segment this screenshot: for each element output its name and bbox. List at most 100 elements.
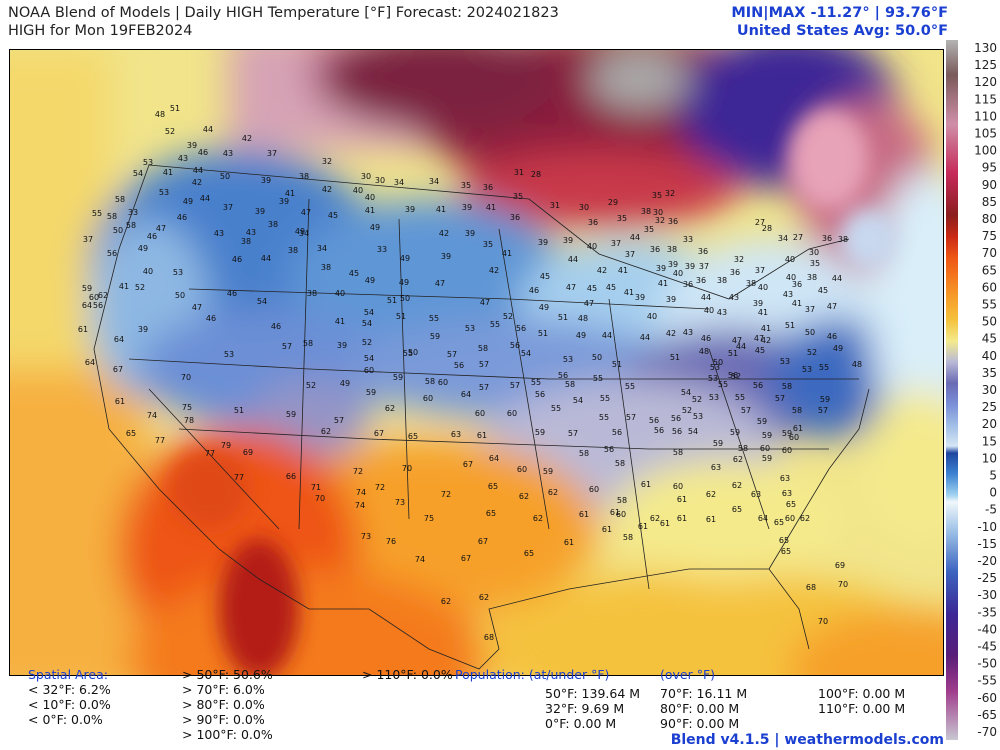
temp-label: 34 <box>429 177 439 186</box>
temp-label: 44 <box>640 333 650 342</box>
temp-label: 55 <box>429 314 439 323</box>
temp-label: 28 <box>762 224 772 233</box>
temp-label: 50 <box>592 353 602 362</box>
colorbar-tick-label: 120 <box>974 75 997 89</box>
temp-label: 39 <box>685 262 695 271</box>
temp-label: 70 <box>181 373 191 382</box>
temp-label: 43 <box>717 308 727 317</box>
temp-label: 43 <box>783 290 793 299</box>
temp-label: 45 <box>349 269 359 278</box>
temp-label: 76 <box>386 537 396 546</box>
minmax-text: MIN|MAX -11.27° | 93.76°F <box>731 5 948 21</box>
temp-label: 74 <box>356 488 366 497</box>
temp-label: 65 <box>524 549 534 558</box>
temp-label: 52 <box>731 372 741 381</box>
temp-label: 56 <box>516 324 526 333</box>
colorbar-tick-label: -65 <box>977 708 997 722</box>
temp-label: 33 <box>683 235 693 244</box>
temp-label: 40 <box>647 312 657 321</box>
temp-label: 77 <box>205 449 215 458</box>
colorbar-tick-label: 40 <box>982 349 997 363</box>
temp-label: 57 <box>479 383 489 392</box>
temp-label: 47 <box>301 208 311 217</box>
temp-label: 32 <box>322 157 332 166</box>
temp-label: 51 <box>728 349 738 358</box>
temp-label: 50 <box>220 172 230 181</box>
temp-label: 53 <box>802 365 812 374</box>
temp-label: 38 <box>838 235 848 244</box>
temp-label: 34 <box>394 178 404 187</box>
temp-label: 49 <box>370 223 380 232</box>
temp-label: 52 <box>306 381 316 390</box>
temp-label: 47 <box>584 299 594 308</box>
temp-label: 58 <box>623 533 633 542</box>
temp-label: 61 <box>638 522 648 531</box>
temp-label: 65 <box>781 547 791 556</box>
temp-label: 46 <box>206 314 216 323</box>
temp-label: 60 <box>589 485 599 494</box>
colorbar-tick-label: 45 <box>982 332 997 346</box>
temp-label: 62 <box>519 492 529 501</box>
temp-label: 72 <box>375 483 385 492</box>
temp-label: 54 <box>681 388 691 397</box>
temp-label: 41 <box>624 288 634 297</box>
temp-label: 38 <box>746 279 756 288</box>
temp-label: 60 <box>364 366 374 375</box>
temp-label: 53 <box>710 363 720 372</box>
temp-label: 52 <box>362 338 372 347</box>
temp-label: 50 <box>805 328 815 337</box>
temp-label: 40 <box>143 267 153 276</box>
temp-label: 59 <box>535 428 545 437</box>
temp-label: 56 <box>649 416 659 425</box>
temp-label: 55 <box>490 320 500 329</box>
temp-label: 34 <box>317 244 327 253</box>
temp-label: 67 <box>463 460 473 469</box>
temp-label: 30 <box>361 172 371 181</box>
temp-label: 53 <box>693 412 703 421</box>
temp-label: 37 <box>611 239 621 248</box>
temp-label: 65 <box>408 432 418 441</box>
temp-label: 57 <box>818 406 828 415</box>
temp-label: 36 <box>696 276 706 285</box>
temp-label: 39 <box>441 252 451 261</box>
temp-label: 56 <box>728 371 738 380</box>
temp-label: 51 <box>612 360 622 369</box>
temp-label: 44 <box>193 166 203 175</box>
temp-label: 27 <box>793 233 803 242</box>
temp-label: 58 <box>792 406 802 415</box>
spatial-area-label: Spatial Area: <box>28 667 108 682</box>
temp-label: 39 <box>255 207 265 216</box>
temp-label: 53 <box>708 374 718 383</box>
temp-label: 36 <box>483 183 493 192</box>
temp-label: 57 <box>626 413 636 422</box>
temp-label: 31 <box>550 201 560 210</box>
temp-label: 60 <box>517 465 527 474</box>
pop-90: 90°F: 0.00 M <box>660 716 740 731</box>
temp-label: 60 <box>475 409 485 418</box>
temp-label: 58 <box>425 377 435 386</box>
colorbar-gradient <box>946 40 958 740</box>
temp-label: 38 <box>307 289 317 298</box>
temp-label: 32 <box>734 255 744 264</box>
temp-label: 49 <box>183 197 193 206</box>
temp-label: 56 <box>558 371 568 380</box>
temp-label: 58 <box>303 339 313 348</box>
temp-label: 66 <box>286 472 296 481</box>
temp-label: 39 <box>538 238 548 247</box>
temp-label: 49 <box>539 303 549 312</box>
temp-label: 75 <box>182 403 192 412</box>
stat-above-70: > 70°F: 6.0% <box>182 682 265 697</box>
temp-label: 40 <box>704 306 714 315</box>
map-title: NOAA Blend of Models | Daily HIGH Temper… <box>8 4 559 40</box>
temp-label: 63 <box>782 489 792 498</box>
temp-label: 39 <box>187 141 197 150</box>
colorbar-tick-label: 60 <box>982 280 997 294</box>
temp-label: 42 <box>322 185 332 194</box>
temp-label: 44 <box>736 342 746 351</box>
temp-label: 58 <box>617 496 627 505</box>
temp-label: 27 <box>755 218 765 227</box>
temp-label: 57 <box>447 350 457 359</box>
pop-110: 110°F: 0.00 M <box>818 701 906 716</box>
colorbar-tick-label: 80 <box>982 212 997 226</box>
title-line1: NOAA Blend of Models | Daily HIGH Temper… <box>8 5 559 21</box>
